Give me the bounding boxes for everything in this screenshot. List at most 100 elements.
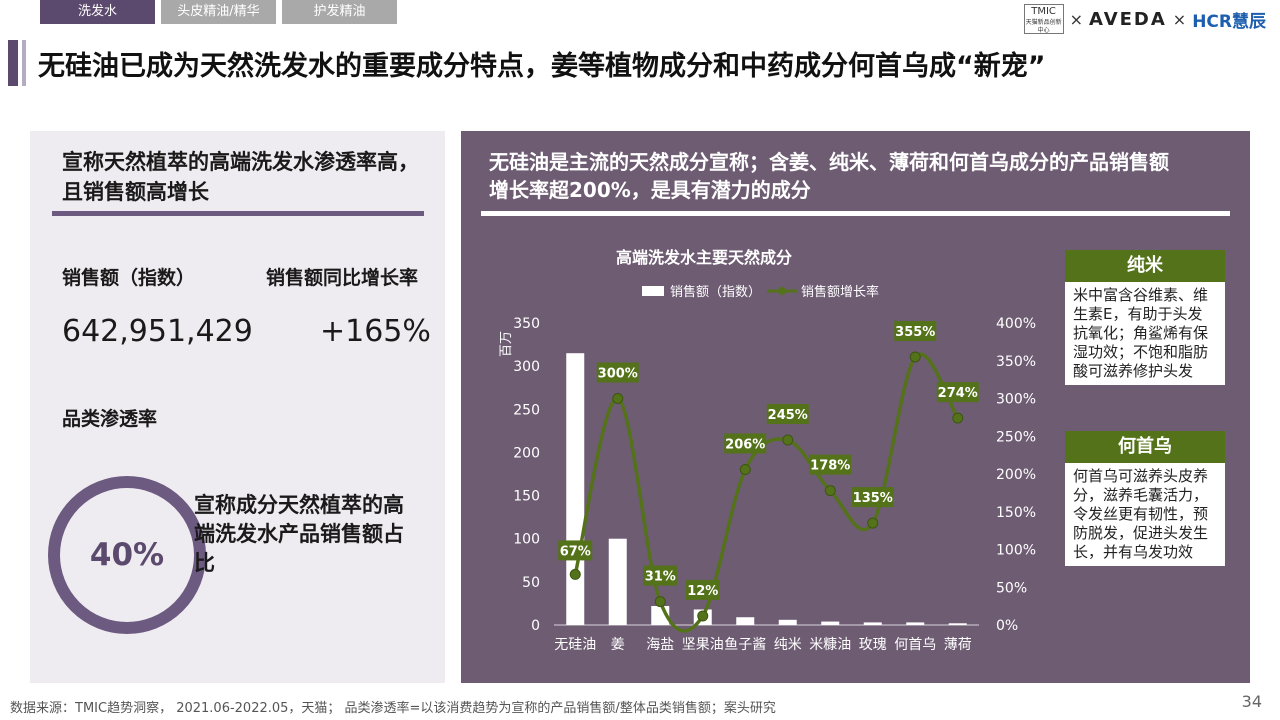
data-label: 274% [938, 386, 978, 401]
title-accent-bar-light [22, 40, 26, 86]
page-title: 无硅油已成为天然洗发水的重要成分特点，姜等植物成分和中药成分何首乌成“新宠” [38, 51, 1046, 82]
y-tick-label: 0 [531, 618, 540, 634]
growth-point-海盐 [654, 596, 666, 608]
x-tick-label: 海盐 [646, 637, 674, 653]
data-label-bg [724, 433, 767, 454]
bar-米糠油 [821, 621, 840, 625]
growth-rate-line [573, 352, 960, 633]
data-label-bg [643, 565, 678, 586]
data-label: 12% [687, 584, 718, 599]
right-panel-heading: 无硅油是主流的天然成分宣称；含姜、纯米、薄荷和何首乌成分的产品销售额增长率超20… [489, 150, 1169, 202]
note-rice-body: 米中富含谷维素、维生素E，有助于头发抗氧化；角鲨烯有保湿功效；不饱和脂肪酸可滋养… [1065, 282, 1225, 385]
note-rice: 纯米 米中富含谷维素、维生素E，有助于头发抗氧化；角鲨烯有保湿功效；不饱和脂肪酸… [1065, 250, 1225, 385]
footer-source: 数据来源：TMIC趋势洞察， 2021.06-2022.05，天猫； 品类渗透率… [10, 701, 776, 716]
x-tick-label: 薄荷 [944, 637, 972, 653]
left-panel-divider [52, 211, 424, 216]
bar-无硅油 [566, 353, 585, 625]
y2-tick-label: 50% [996, 580, 1027, 596]
note-heshouwu-title: 何首乌 [1065, 431, 1225, 463]
page-number: 34 [1241, 692, 1262, 711]
growth-label: 销售额同比增长率 [266, 267, 419, 289]
penetration-description: 宣称成分天然植萃的高端洗发水产品销售额占比 [194, 493, 404, 575]
data-label-bg [936, 382, 979, 403]
legend-line-marker [778, 287, 786, 295]
partner-logos: TMIC 天猫新品创新中心 × AVEDA × HCR慧辰 [1023, 4, 1266, 34]
data-label-bg [685, 579, 720, 600]
data-label: 245% [768, 408, 808, 423]
x-tick-label: 何首乌 [894, 637, 936, 653]
y-tick-label: 200 [513, 445, 540, 461]
left-summary-panel: 宣称天然植萃的高端洗发水渗透率高，且销售额高增长 销售额（指数） 销售额同比增长… [30, 131, 445, 683]
y2-tick-label: 0% [996, 618, 1018, 634]
left-panel-heading: 宣称天然植萃的高端洗发水渗透率高，且销售额高增长 [62, 150, 419, 204]
hcr-logo: HCR慧辰 [1192, 11, 1266, 32]
tab-shampoo[interactable]: 洗发水 [40, 0, 155, 24]
aveda-logo: AVEDA [1088, 8, 1167, 30]
x-tick-label: 无硅油 [554, 637, 596, 653]
penetration-value: 40% [89, 537, 165, 573]
data-label: 135% [853, 491, 893, 506]
y2-tick-label: 350% [996, 354, 1036, 370]
y-tick-label: 100 [513, 532, 540, 548]
y2-tick-label: 200% [996, 467, 1036, 483]
growth-point-玫瑰 [867, 517, 879, 529]
x-tick-label: 纯米 [774, 637, 802, 653]
bar-玫瑰 [863, 622, 882, 625]
note-rice-title: 纯米 [1065, 250, 1225, 282]
bar-纯米 [778, 619, 797, 625]
data-label: 178% [810, 459, 850, 474]
x-tick-label: 鱼子酱 [724, 636, 766, 653]
data-label-bg [766, 404, 809, 425]
sales-label: 销售额（指数） [62, 267, 196, 289]
title-accent-bar [8, 40, 18, 86]
data-label-bg [558, 540, 593, 561]
penetration-ring: 40% [48, 476, 206, 634]
legend-bar-swatch [642, 286, 664, 296]
data-label: 206% [725, 437, 765, 452]
tab-hair-oil[interactable]: 护发精油 [282, 0, 397, 24]
note-heshouwu: 何首乌 何首乌可滋养头皮养分，滋养毛囊活力，令发丝更有韧性，预防脱发，促进头发生… [1065, 431, 1225, 566]
data-label-bg [894, 320, 937, 341]
growth-point-无硅油 [569, 568, 581, 580]
right-panel-divider [481, 211, 1230, 216]
bar-薄荷 [948, 623, 967, 625]
growth-point-米糠油 [824, 485, 836, 497]
y-tick-label: 350 [513, 316, 540, 332]
note-heshouwu-body: 何首乌可滋养头皮养分，滋养毛囊活力，令发丝更有韧性，预防脱发，促进头发生长，并有… [1065, 463, 1225, 566]
bar-姜 [608, 538, 627, 625]
data-label: 300% [598, 367, 638, 382]
penetration-label: 品类渗透率 [62, 408, 158, 430]
bar-何首乌 [906, 622, 925, 625]
bar-鱼子酱 [736, 617, 755, 625]
sales-value: 642,951,429 [62, 314, 253, 349]
x-tick-label: 姜 [611, 637, 625, 653]
growth-point-薄荷 [952, 412, 964, 424]
data-label-bg [851, 487, 894, 508]
growth-point-鱼子酱 [739, 463, 751, 475]
tmic-logo: TMIC 天猫新品创新中心 [1023, 4, 1064, 34]
data-label-bg [809, 454, 852, 475]
legend-line-label: 销售额增长率 [801, 284, 879, 300]
growth-value: +165% [320, 314, 431, 349]
y2-tick-label: 250% [996, 429, 1036, 445]
x-tick-label: 坚果油 [682, 637, 724, 653]
growth-point-姜 [612, 393, 624, 404]
data-label: 355% [895, 325, 935, 340]
y2-tick-label: 100% [996, 543, 1036, 559]
growth-point-坚果油 [697, 610, 709, 622]
y2-tick-label: 300% [996, 392, 1036, 408]
legend-bar-label: 销售额（指数） [670, 284, 761, 300]
separator-x: × [1172, 9, 1187, 29]
y-tick-label: 250 [513, 402, 540, 418]
growth-point-何首乌 [909, 351, 921, 363]
data-label-bg [596, 362, 639, 383]
y2-tick-label: 150% [996, 505, 1036, 521]
y-axis-title: 百万 [499, 331, 514, 357]
data-label: 31% [645, 570, 676, 585]
x-tick-label: 米糠油 [809, 636, 851, 653]
tab-scalp-oil[interactable]: 头皮精油/精华 [161, 0, 276, 24]
right-chart-panel: 无硅油是主流的天然成分宣称；含姜、纯米、薄荷和何首乌成分的产品销售额增长率超20… [461, 131, 1250, 683]
data-label: 67% [560, 544, 591, 559]
x-tick-label: 玫瑰 [859, 637, 887, 653]
